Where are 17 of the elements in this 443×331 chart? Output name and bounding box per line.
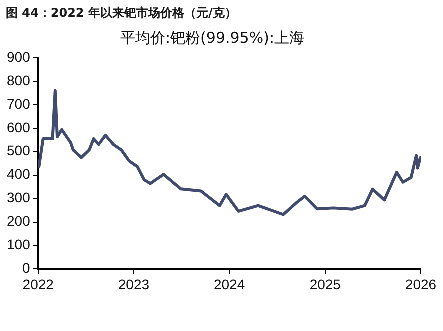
x-tick-label: 2025 <box>310 276 342 292</box>
y-tick-label: 900 <box>7 48 31 65</box>
y-tick-label: 800 <box>7 72 31 88</box>
y-tick-label: 100 <box>7 236 31 253</box>
y-tick-label: 500 <box>7 142 31 159</box>
y-tick-label: 0 <box>22 260 31 276</box>
y-tick-label: 600 <box>7 119 31 136</box>
x-tick-label: 2023 <box>118 276 150 292</box>
y-tick-label: 700 <box>7 96 31 112</box>
y-tick-label: 400 <box>7 166 31 182</box>
chart-subtitle: 平均价:钯粉(99.95%):上海 <box>120 28 305 47</box>
x-tick-label: 2026 <box>405 276 437 292</box>
x-tick-label: 2024 <box>214 276 246 292</box>
x-tick-label: 2022 <box>22 276 54 292</box>
y-tick-label: 300 <box>7 190 31 206</box>
chart-title: 图 44：2022 年以来钯市场价格（元/克） <box>6 5 237 22</box>
y-tick-label: 200 <box>7 213 31 230</box>
